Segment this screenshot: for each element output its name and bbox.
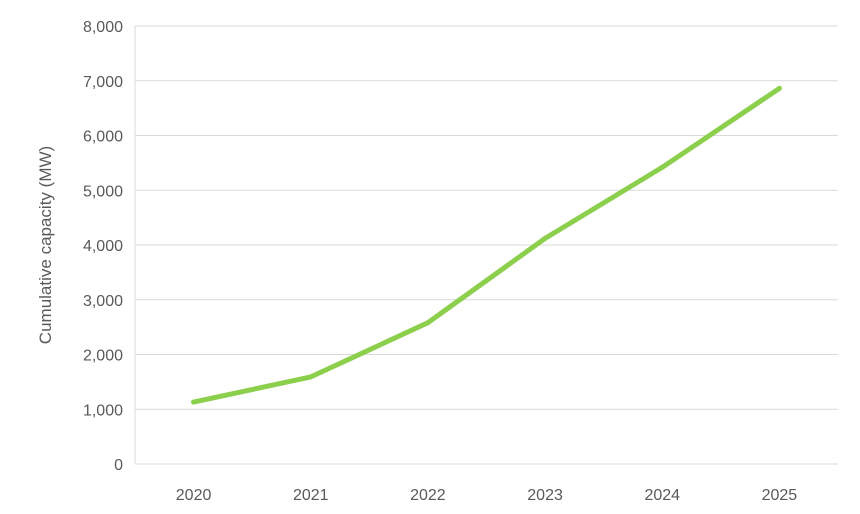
data-point <box>425 320 431 326</box>
y-tick-label: 7,000 <box>83 74 123 91</box>
grid-lines <box>134 25 838 465</box>
series-line <box>191 85 782 405</box>
x-tick-label: 2024 <box>644 487 680 504</box>
y-tick-label: 5,000 <box>83 183 123 200</box>
series-layer <box>191 85 782 405</box>
y-tick-label: 4,000 <box>83 238 123 255</box>
x-tick-label: 2020 <box>176 487 212 504</box>
data-point <box>776 85 782 91</box>
y-tick-label: 1,000 <box>83 402 123 419</box>
x-tick-label: 2023 <box>527 487 563 504</box>
x-tick-label: 2025 <box>762 487 798 504</box>
y-tick-label: 3,000 <box>83 293 123 310</box>
x-axis-ticks: 2020 2021 2022 2023 2024 2025 <box>176 487 798 504</box>
y-tick-label: 2,000 <box>83 348 123 365</box>
y-axis-ticks: 0 1,000 2,000 3,000 4,000 5,000 6,000 7,000 8,00… <box>83 19 123 474</box>
y-axis-title: Cumulative capacity (MW) <box>36 146 55 344</box>
x-tick-label: 2021 <box>293 487 329 504</box>
y-tick-label: 8,000 <box>83 19 123 36</box>
y-tick-label: 6,000 <box>83 129 123 146</box>
data-point <box>191 399 197 405</box>
data-point <box>308 374 314 380</box>
x-tick-label: 2022 <box>410 487 446 504</box>
data-point <box>542 235 548 241</box>
y-tick-label: 0 <box>114 457 123 474</box>
data-point <box>659 164 665 170</box>
